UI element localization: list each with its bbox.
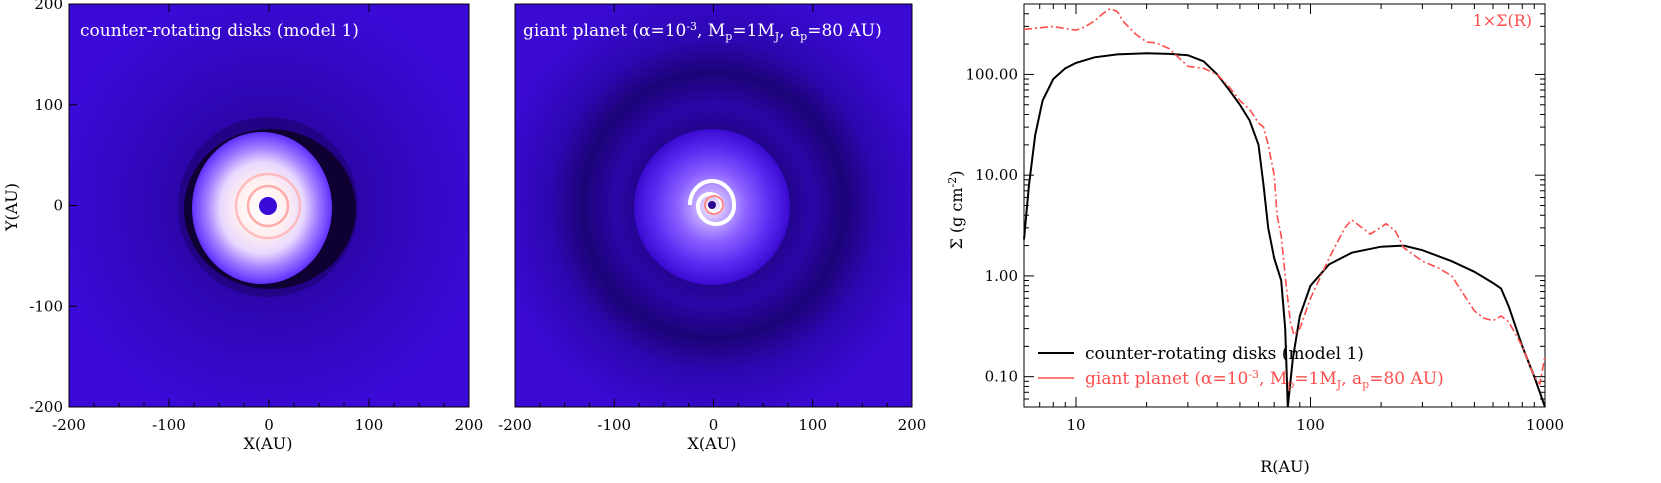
panel-2-xlabel: X(AU) [688, 434, 737, 453]
panel-3-ticks [1023, 4, 1546, 407]
x-tick-label: 10 [1066, 416, 1085, 434]
panel-1-axes [68, 3, 470, 408]
y-tick-label: 100 [34, 96, 63, 114]
panel-3-ylabel: Σ (g cm-2) [946, 170, 966, 249]
y-tick-label: 1.00 [985, 267, 1018, 285]
x-tick-label: 0 [709, 416, 719, 434]
series-line-counter-rotating [1023, 52, 1546, 408]
series-line-giant-planet [1023, 7, 1546, 386]
y-tick-label: -100 [29, 297, 63, 315]
panel-3-tick-labels: 10 100 1000 100.00 10.00 1.00 0.10 [966, 65, 1565, 434]
panel-1: counter-rotating disks (model 1) -200 -10… [2, 0, 483, 453]
x-tick-label: 200 [898, 416, 927, 434]
panel-2-axes [514, 3, 913, 408]
x-tick-label: 100 [355, 416, 384, 434]
panel-3: 10 100 1000 100.00 10.00 1.00 0.10 1×Σ(R) R(AU… [946, 3, 1565, 476]
panel-2-center [708, 201, 716, 209]
panel-2: giant planet (α=10-3, Mp=1MJ, ap=80 AU) … [498, 3, 926, 453]
panel-3-annotation: 1×Σ(R) [1473, 11, 1532, 30]
x-tick-label: 100 [798, 416, 827, 434]
panel-1-ring-inner [246, 184, 290, 228]
y-tick-label: 0.10 [985, 368, 1018, 386]
panel-1-xlabel: X(AU) [244, 434, 293, 453]
y-tick-label: -200 [29, 398, 63, 416]
x-tick-label: 200 [455, 416, 484, 434]
y-tick-label: 10.00 [975, 166, 1018, 184]
x-tick-label: 1000 [1526, 416, 1564, 434]
panel-1-ylabel: Y(AU) [2, 183, 21, 232]
x-tick-label: -100 [597, 416, 631, 434]
panel-3-frame [1023, 3, 1546, 408]
legend-label-1: counter-rotating disks (model 1) [1085, 344, 1364, 364]
y-tick-label: 100.00 [966, 65, 1019, 83]
x-tick-label: -200 [52, 416, 86, 434]
x-tick-label: -100 [152, 416, 186, 434]
legend: counter-rotating disks (model 1) giant p… [1038, 344, 1444, 391]
panel-1-ring-outer [234, 172, 302, 240]
x-tick-label: -200 [498, 416, 532, 434]
panel-2-tick-labels: -200 -100 0 100 200 [498, 416, 926, 434]
panel-1-tick-labels: -200 -100 0 100 200 200 100 0 -100 -200 [29, 0, 483, 434]
panel-3-xlabel: R(AU) [1260, 457, 1310, 476]
panel-2-title: giant planet (α=10-3, Mp=1MJ, ap=80 AU) [523, 20, 882, 43]
y-tick-label: 200 [34, 0, 63, 13]
panel-1-inner-hole [259, 197, 277, 215]
legend-label-2: giant planet (α=10-3, Mp=1MJ, ap=80 AU) [1085, 368, 1444, 391]
x-tick-label: 0 [264, 416, 274, 434]
panel-1-title: counter-rotating disks (model 1) [80, 21, 359, 41]
x-tick-label: 100 [1296, 416, 1325, 434]
y-tick-label: 0 [53, 197, 63, 215]
panel-2-planet-ring [704, 195, 724, 215]
